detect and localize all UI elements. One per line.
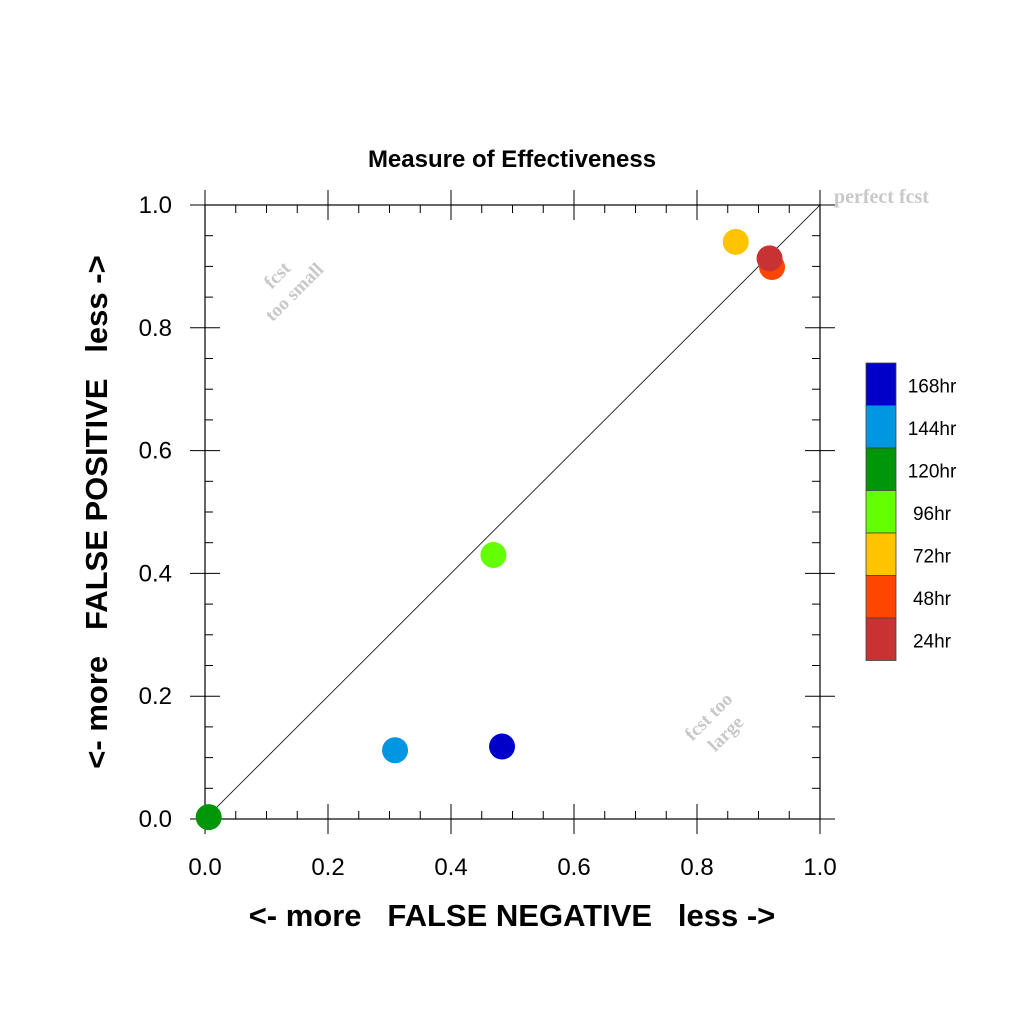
legend-label-120hr: 120hr xyxy=(908,461,957,482)
point-24hr xyxy=(756,245,783,272)
legend-swatch-24hr xyxy=(865,617,897,661)
legend-swatch-72hr xyxy=(865,532,897,576)
point-144hr xyxy=(382,737,409,764)
legend-swatch-96hr xyxy=(865,490,897,534)
annotations: perfect fcst fcst too small fcst too lar… xyxy=(260,186,929,756)
legend-swatch-120hr xyxy=(865,447,897,491)
legend-swatch-144hr xyxy=(865,405,897,449)
y-tick-label: 0.6 xyxy=(139,438,172,465)
y-tick-label: 0.0 xyxy=(139,806,172,833)
x-tick-label: 0.0 xyxy=(188,854,221,881)
chart-title: Measure of Effectiveness xyxy=(368,146,656,173)
legend-label-168hr: 168hr xyxy=(908,376,957,397)
y-tick-label: 0.8 xyxy=(139,315,172,342)
legend-label-96hr: 96hr xyxy=(913,504,952,525)
x-tick-label: 1.0 xyxy=(803,854,836,881)
x-tick-label: 0.2 xyxy=(311,854,344,881)
x-tick-label: 0.6 xyxy=(557,854,590,881)
point-120hr xyxy=(195,804,222,831)
perfect-forecast-line xyxy=(204,204,821,820)
legend-swatch-48hr xyxy=(865,575,897,619)
plot-area: 0.0 0.2 0.4 0.6 0.8 1.0 0.0 0.2 0.4 0.6 0.8 1.0 xyxy=(139,190,837,881)
y-tick-label: 1.0 xyxy=(139,192,172,219)
x-axis-label: <- more FALSE NEGATIVE less -> xyxy=(249,898,776,933)
legend-label-24hr: 24hr xyxy=(913,631,952,652)
y-tick-label: 0.4 xyxy=(139,560,172,587)
point-72hr xyxy=(722,228,749,255)
legend-label-48hr: 48hr xyxy=(913,589,952,610)
x-tick-label: 0.8 xyxy=(680,854,713,881)
data-points xyxy=(195,228,786,831)
legend: 168hr 144hr 120hr 96hr 72hr 48hr 24hr xyxy=(865,362,957,661)
legend-swatch-168hr xyxy=(865,362,897,406)
x-tick-label: 0.4 xyxy=(434,854,467,881)
point-168hr xyxy=(489,733,516,760)
y-tick-label: 0.2 xyxy=(139,683,172,710)
legend-label-72hr: 72hr xyxy=(913,546,952,567)
point-96hr xyxy=(480,541,507,568)
y-axis-label: <- more FALSE POSITIVE less -> xyxy=(79,255,114,768)
perfect-fcst-label: perfect fcst xyxy=(834,186,929,208)
legend-label-144hr: 144hr xyxy=(908,419,957,440)
